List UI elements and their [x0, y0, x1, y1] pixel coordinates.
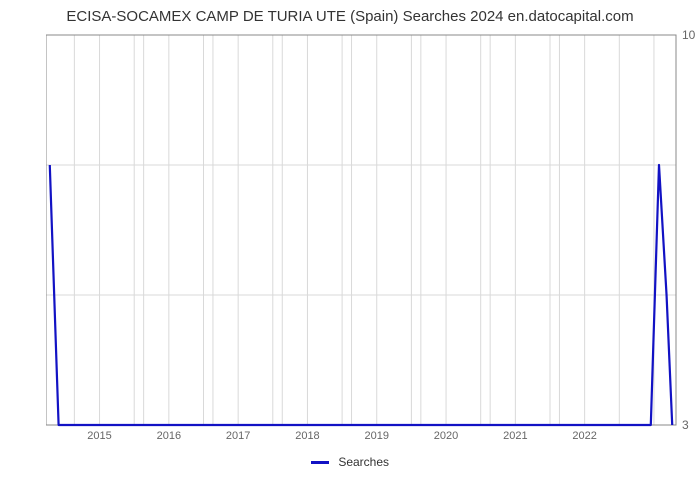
chart-container: ECISA-SOCAMEX CAMP DE TURIA UTE (Spain) …: [0, 0, 700, 500]
svg-text:2015: 2015: [87, 430, 111, 442]
svg-text:2016: 2016: [157, 430, 181, 442]
svg-text:3: 3: [682, 418, 689, 432]
svg-text:2017: 2017: [226, 430, 250, 442]
svg-text:2020: 2020: [434, 430, 458, 442]
svg-text:2022: 2022: [572, 430, 596, 442]
chart-title: ECISA-SOCAMEX CAMP DE TURIA UTE (Spain) …: [0, 0, 700, 29]
legend-swatch: [311, 461, 329, 464]
svg-text:2019: 2019: [365, 430, 389, 442]
svg-text:2021: 2021: [503, 430, 527, 442]
chart-svg: 012331020152016201720182019202020212022: [46, 29, 700, 461]
svg-text:10: 10: [682, 29, 696, 42]
chart-plot-area: 012331020152016201720182019202020212022: [46, 29, 676, 449]
svg-text:2018: 2018: [295, 430, 319, 442]
